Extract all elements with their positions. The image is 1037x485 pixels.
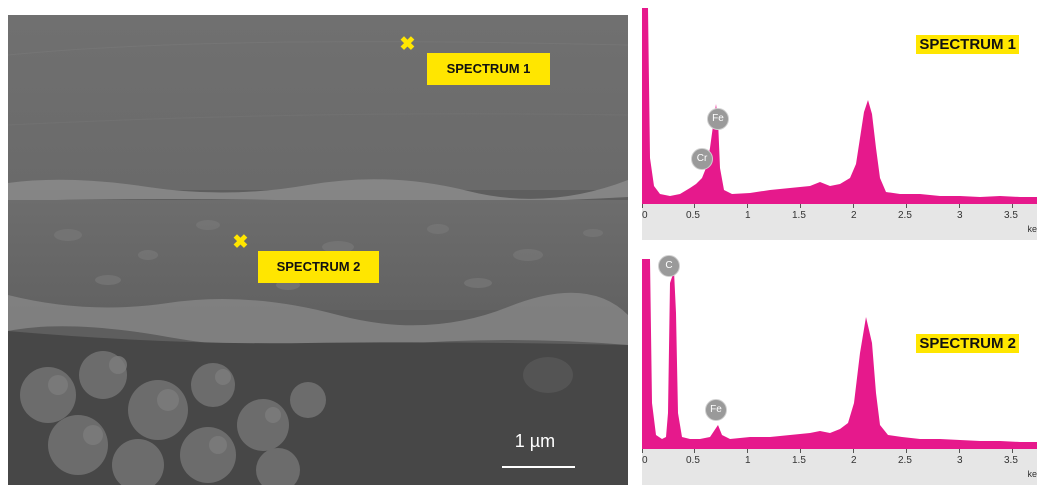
c-peak-label: C	[658, 255, 680, 277]
x-tick-label: 0.5	[686, 455, 700, 466]
x-tick-label: 0.5	[686, 210, 700, 221]
spectrum-2-panel: SPECTRUM 2 C Fe 0 0.5 1 1.5 2 2.5 3 3.5 …	[640, 253, 1037, 485]
x-tick-label: 1.5	[792, 210, 806, 221]
spectrum-1-panel: SPECTRUM 1 Fe Cr 0 0.5 1 1.5 2 2.5 3 3.5…	[640, 8, 1037, 240]
x-tick-label: 0	[642, 210, 648, 221]
x-tick-label: 0	[642, 455, 648, 466]
x-tick-label: 1	[745, 455, 751, 466]
spectrum-2-title: SPECTRUM 2	[916, 334, 1019, 353]
spectrum-2-marker-icon: ✖	[232, 232, 249, 253]
cr-peak-label: Cr	[691, 148, 713, 170]
x-tick-label: 1	[745, 210, 751, 221]
spectrum-1-x-axis: 0 0.5 1 1.5 2 2.5 3 3.5 ke	[642, 204, 1037, 240]
spectrum-1-marker-icon: ✖	[399, 34, 416, 55]
scale-bar-label: 1 µm	[514, 431, 556, 451]
x-tick-label: 3.5	[1004, 210, 1018, 221]
x-tick-label: 3.5	[1004, 455, 1018, 466]
x-tick-label: 2.5	[898, 210, 912, 221]
x-axis-unit: ke	[1027, 469, 1037, 479]
x-tick-label: 3	[957, 210, 963, 221]
scale-bar	[502, 466, 575, 468]
sem-micrograph: ✖ SPECTRUM 1 ✖ SPECTRUM 2 1 µm	[8, 15, 628, 485]
sem-image-graphic	[8, 15, 628, 485]
spectrum-2-x-axis: 0 0.5 1 1.5 2 2.5 3 3.5 ke	[642, 449, 1037, 485]
fe-peak-label: Fe	[705, 399, 727, 421]
fe-peak-label: Fe	[707, 108, 729, 130]
x-axis-unit: ke	[1027, 224, 1037, 234]
x-tick-label: 2	[851, 455, 857, 466]
spectrum-1-label: SPECTRUM 1	[427, 53, 550, 85]
x-tick-label: 1.5	[792, 455, 806, 466]
x-tick-label: 2.5	[898, 455, 912, 466]
x-tick-label: 3	[957, 455, 963, 466]
spectrum-2-label: SPECTRUM 2	[258, 251, 379, 283]
x-tick-label: 2	[851, 210, 857, 221]
spectrum-1-title: SPECTRUM 1	[916, 35, 1019, 54]
